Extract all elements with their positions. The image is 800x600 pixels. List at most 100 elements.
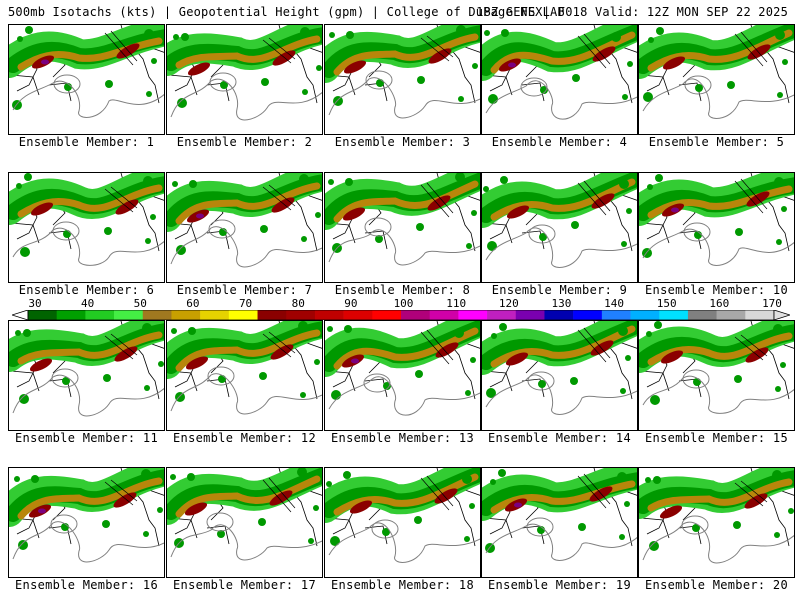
wind-speckle (316, 65, 322, 71)
wind-speckle (487, 241, 497, 251)
front-line (734, 480, 768, 507)
front-line (262, 477, 296, 513)
front-line (104, 333, 138, 360)
wind-speckle (314, 359, 320, 365)
wind-speckle (15, 330, 21, 336)
jet-max-west (349, 500, 373, 514)
wind-speckle (173, 34, 179, 40)
wind-speckle (301, 236, 307, 242)
colorbar-tick-label: 40 (81, 297, 95, 310)
wind-speckle (217, 530, 225, 538)
wind-speckle (144, 29, 154, 39)
wind-speckle (619, 534, 625, 540)
jet-max-west (659, 505, 683, 519)
colorbar-low-arrow (12, 310, 29, 320)
wind-speckle (611, 32, 621, 42)
wind-speckle (692, 524, 700, 532)
height-contour (328, 522, 480, 563)
jet-max-east (269, 490, 293, 506)
wind-speckle (649, 541, 659, 551)
wind-speckle (727, 81, 735, 89)
height-contour (485, 80, 637, 120)
ensemble-map-panel (324, 24, 481, 135)
wind-speckle (571, 221, 579, 229)
height-contour (328, 376, 480, 416)
wind-speckle (300, 392, 306, 398)
wind-speckle (484, 30, 490, 36)
jet-max-east (272, 50, 296, 66)
colorbar-segment (257, 310, 287, 320)
colorbar-segment (171, 310, 201, 320)
wind-speckle (327, 326, 333, 332)
ensemble-map-panel (638, 172, 795, 283)
wind-speckle (777, 92, 783, 98)
closed-high-contour (50, 514, 78, 534)
ensemble-map-panel (166, 320, 323, 431)
colorbar-segment (630, 310, 660, 320)
wind-speckle (472, 63, 478, 69)
colorbar-scale (12, 310, 790, 320)
wind-speckle (19, 394, 29, 404)
colorbar-tick-label: 70 (238, 297, 253, 310)
ensemble-map-panel (166, 467, 323, 578)
wind-speckle (143, 531, 149, 537)
jet-max-west (505, 352, 529, 366)
height-contour (485, 523, 637, 561)
wind-speckle (343, 471, 351, 479)
wind-speckle (499, 323, 507, 331)
ensemble-map-panel (481, 172, 638, 283)
wind-speckle (218, 375, 226, 383)
colorbar-segment (142, 310, 172, 320)
wind-speckle (146, 91, 152, 97)
wind-speckle (538, 380, 546, 388)
wind-speckle (648, 37, 654, 43)
wind-speckle (302, 89, 308, 95)
wind-speckle (150, 214, 156, 220)
wind-speckle (643, 92, 653, 102)
ensemble-map-panel (638, 24, 795, 135)
wind-speckle (102, 520, 110, 528)
closed-high-contour (53, 74, 81, 94)
jet-stream-inner-band (647, 29, 793, 72)
wind-speckle (653, 476, 661, 484)
colorbar-tick-label: 170 (762, 297, 782, 310)
height-contour (642, 521, 794, 564)
wind-speckle (455, 173, 465, 182)
wind-speckle (466, 243, 472, 249)
wind-speckle (315, 212, 321, 218)
jet-max-west (662, 56, 686, 70)
wind-speckle (258, 518, 266, 526)
height-contour (12, 374, 164, 417)
jet-stream-inner-band (333, 327, 479, 370)
wind-speckle (376, 79, 384, 87)
wind-speckle (382, 528, 390, 536)
wind-speckle (297, 468, 307, 477)
ensemble-member-label: Ensemble Member: 8 (334, 283, 471, 297)
height-contour (642, 78, 794, 119)
ensemble-map-panel (481, 467, 638, 578)
closed-high-contour (208, 219, 236, 239)
wind-speckle (500, 176, 508, 184)
wind-speckle (490, 479, 496, 485)
closed-high-contour (684, 75, 712, 95)
colorbar-segment (544, 310, 574, 320)
wind-speckle (188, 327, 196, 335)
wind-speckle (734, 375, 742, 383)
jet-max-east (744, 493, 768, 509)
jet-stream-inner-band (490, 178, 636, 221)
colorbar-segment (314, 310, 344, 320)
ensemble-member-label: Ensemble Member: 7 (176, 283, 313, 297)
jet-max-core (196, 213, 204, 219)
wind-speckle (776, 239, 782, 245)
wind-speckle (383, 382, 391, 390)
wind-speckle (17, 36, 23, 42)
height-contour (642, 228, 794, 266)
colorbar-segment (487, 310, 517, 320)
height-contour (485, 374, 637, 415)
jet-max-west (506, 205, 530, 219)
wind-speckle (782, 59, 788, 65)
closed-high-contour (520, 77, 548, 97)
ensemble-member-label: Ensemble Member: 9 (491, 283, 628, 297)
colorbar-segment (372, 310, 402, 320)
wind-speckle (774, 532, 780, 538)
